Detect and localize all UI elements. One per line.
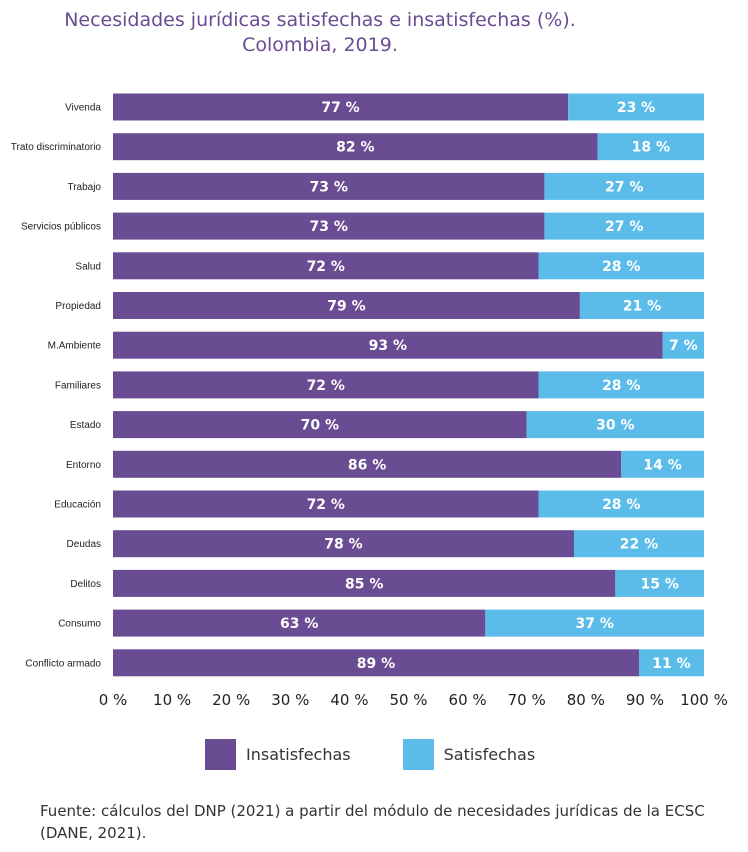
bar-satisfechas (526, 411, 704, 439)
bar-satisfechas (544, 212, 704, 240)
bar-insatisfechas (113, 609, 486, 637)
bar-satisfechas (579, 292, 704, 319)
category-label: Trabajo (67, 182, 101, 193)
data-label-insatisfechas: 72 % (307, 378, 345, 394)
x-tick-label: 0 % (99, 691, 128, 709)
x-tick-label: 80 % (567, 691, 605, 709)
legend: Insatisfechas Satisfechas (205, 738, 587, 770)
bar-satisfechas (544, 172, 704, 200)
bar-insatisfechas (113, 411, 527, 439)
bar-insatisfechas (113, 649, 639, 677)
legend-label-insatisfechas: Insatisfechas (246, 744, 351, 764)
x-tick-label: 20 % (212, 691, 250, 709)
x-tick-label: 40 % (330, 691, 368, 709)
data-label-insatisfechas: 73 % (310, 179, 348, 195)
legend-label-satisfechas: Satisfechas (443, 744, 536, 764)
category-label: Entorno (66, 460, 101, 471)
data-label-satisfechas: 14 % (643, 457, 681, 473)
legend-item-insatisfechas: Insatisfechas (205, 738, 351, 770)
bar-satisfechas (485, 609, 704, 637)
bar-insatisfechas (113, 292, 580, 319)
chart-title: Necesidades jurídicas satisfechas e insa… (0, 8, 640, 58)
legend-swatch-insatisfechas (205, 738, 236, 770)
category-label: Conflicto armado (25, 658, 101, 669)
bar-insatisfechas (113, 252, 539, 280)
data-label-satisfechas: 18 % (632, 140, 670, 156)
category-label: Trato discriminatorio (11, 142, 102, 153)
x-tick-label: 100 % (680, 691, 728, 709)
category-label: Propiedad (55, 301, 101, 312)
x-tick-label: 60 % (449, 691, 487, 709)
data-label-satisfechas: 7 % (669, 338, 698, 354)
bar-insatisfechas (113, 371, 539, 399)
bar-insatisfechas (113, 133, 598, 161)
bar-satisfechas (538, 371, 704, 399)
category-label: Deudas (67, 539, 101, 550)
data-label-satisfechas: 11 % (652, 656, 690, 672)
stacked-bar-chart: Vivenda 77 % 23 % Trato discriminatorio 82 %… (11, 93, 728, 709)
category-label: Consumo (58, 619, 101, 630)
chart-title-line-1: Necesidades jurídicas satisfechas e insa… (64, 9, 576, 31)
data-label-insatisfechas: 79 % (327, 299, 365, 315)
data-label-satisfechas: 15 % (640, 576, 678, 592)
data-label-insatisfechas: 89 % (357, 656, 395, 672)
category-label: Educación (54, 500, 101, 511)
source-note: Fuente: cálculos del DNP (2021) a partir… (40, 802, 705, 842)
bar-insatisfechas (113, 530, 574, 558)
chart-title-line-2: Colombia, 2019. (242, 34, 398, 56)
legend-swatch-satisfechas (402, 738, 434, 770)
bar-satisfechas (615, 569, 704, 597)
data-label-insatisfechas: 73 % (310, 219, 348, 235)
bar-satisfechas (621, 450, 704, 478)
legend-item-satisfechas: Satisfechas (402, 738, 536, 770)
data-label-satisfechas: 28 % (602, 259, 640, 275)
bar-satisfechas (538, 490, 704, 518)
bar-insatisfechas (113, 93, 569, 121)
bar-insatisfechas (113, 212, 545, 240)
data-label-insatisfechas: 77 % (321, 100, 359, 116)
data-label-insatisfechas: 93 % (369, 338, 407, 354)
data-label-satisfechas: 22 % (620, 537, 658, 553)
bar-satisfechas (662, 331, 704, 359)
x-tick-label: 90 % (626, 691, 664, 709)
x-tick-label: 10 % (153, 691, 191, 709)
data-label-insatisfechas: 85 % (345, 576, 383, 592)
data-label-satisfechas: 28 % (602, 497, 640, 513)
bar-insatisfechas (113, 490, 539, 518)
bar-satisfechas (638, 649, 704, 677)
category-label: Servicios públicos (21, 222, 101, 233)
data-label-insatisfechas: 63 % (280, 616, 318, 632)
data-label-insatisfechas: 86 % (348, 457, 386, 473)
bar-insatisfechas (113, 172, 545, 200)
x-tick-label: 70 % (508, 691, 546, 709)
bar-satisfechas (573, 530, 704, 558)
bar-satisfechas (538, 252, 704, 280)
bar-insatisfechas (113, 450, 622, 478)
bar-satisfechas (597, 133, 704, 161)
data-label-insatisfechas: 70 % (301, 418, 339, 434)
x-tick-label: 50 % (389, 691, 427, 709)
x-tick-label: 30 % (271, 691, 309, 709)
category-label: Vivenda (65, 103, 101, 114)
category-label: Salud (75, 261, 101, 272)
data-label-satisfechas: 27 % (605, 179, 643, 195)
data-label-satisfechas: 21 % (623, 299, 661, 315)
data-label-satisfechas: 28 % (602, 378, 640, 394)
category-label: M.Ambiente (48, 341, 102, 352)
bar-insatisfechas (113, 569, 616, 597)
category-label: Estado (70, 420, 102, 431)
data-label-satisfechas: 27 % (605, 219, 643, 235)
bar-insatisfechas (113, 331, 663, 359)
bar-satisfechas (568, 93, 704, 121)
data-label-satisfechas: 23 % (617, 100, 655, 116)
data-label-insatisfechas: 82 % (336, 140, 374, 156)
data-label-satisfechas: 37 % (575, 616, 613, 632)
data-label-satisfechas: 30 % (596, 418, 634, 434)
data-label-insatisfechas: 72 % (307, 259, 345, 275)
data-label-insatisfechas: 72 % (307, 497, 345, 513)
category-label: Delitos (70, 579, 101, 590)
category-label: Familiares (55, 380, 101, 391)
data-label-insatisfechas: 78 % (324, 537, 362, 553)
